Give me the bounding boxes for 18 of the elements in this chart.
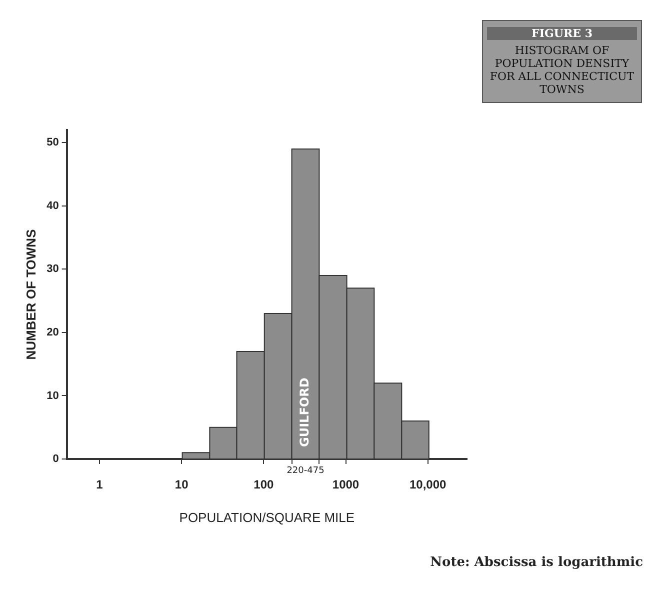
text: HISTOGRAM OF POPULATION DENSITY FOR ALL CONNECTICUT TOWNS	[488, 44, 636, 96]
x-tick-label: 10	[174, 478, 189, 492]
y-axis-title: NUMBER OF TOWNS	[23, 228, 38, 360]
y-tick-label: 20	[46, 326, 59, 338]
annotation: GUILFORD	[298, 378, 312, 447]
y-tick-label: 50	[46, 136, 59, 149]
text: FIGURE 3	[487, 27, 637, 40]
y-tick-label: 10	[46, 390, 59, 402]
x-axis-title: POPULATION/SQUARE MILE	[179, 510, 355, 525]
x-tick-label: 10,000	[409, 478, 447, 492]
x-tick-label: 100	[254, 478, 274, 492]
x-tick-label: 1000	[332, 478, 360, 492]
y-tick-label: 0	[52, 453, 59, 466]
x-tick-label: 1	[96, 478, 104, 492]
text: Note: Abscissa is logarithmic	[430, 555, 643, 570]
y-tick-label: 30	[46, 263, 59, 276]
text: 220-475	[286, 466, 324, 476]
y-tick-label: 40	[46, 200, 59, 212]
